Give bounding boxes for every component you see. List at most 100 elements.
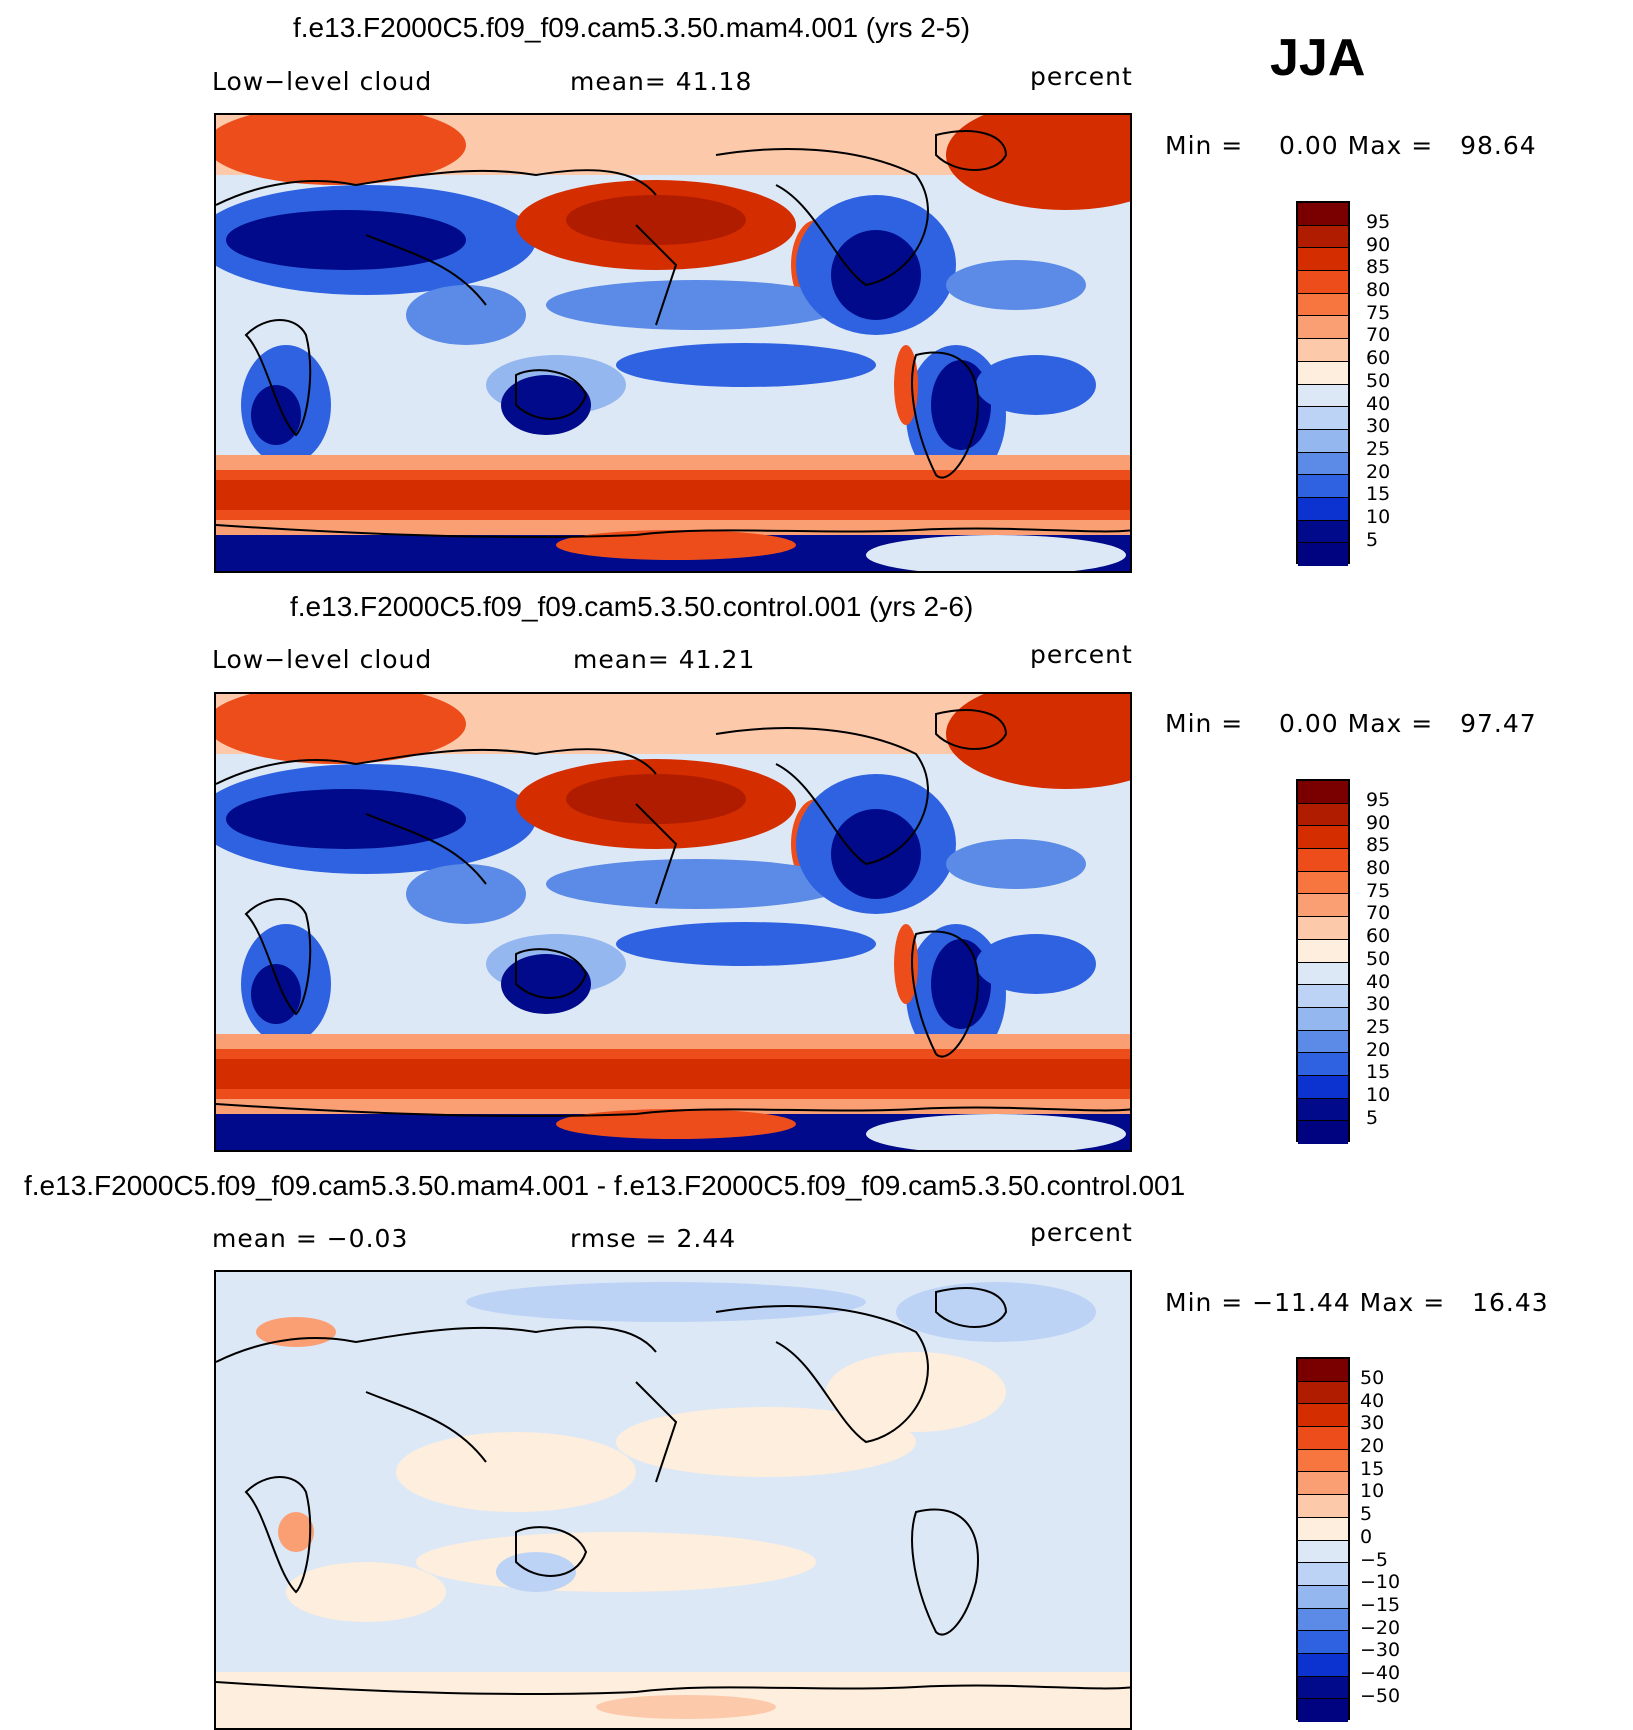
colorbar-level-label: 15: [1360, 1457, 1385, 1480]
colorbar-swatch: [1298, 962, 1348, 986]
colorbar-swatch: [1298, 520, 1348, 544]
colorbar-swatch: [1298, 939, 1348, 963]
colorbar-swatch: [1298, 1404, 1348, 1428]
colorbar-level-label: 95: [1366, 211, 1391, 233]
colorbar-swatch: [1298, 1676, 1348, 1700]
colorbar-level-label: 40: [1366, 970, 1391, 993]
colorbar-swatch: [1298, 894, 1348, 918]
colorbar: [1296, 201, 1350, 566]
min-max-label: Min = 0.00 Max = 97.47: [1165, 709, 1537, 738]
colorbar-level-label: −5: [1360, 1548, 1389, 1571]
colorbar-swatch: [1298, 475, 1348, 498]
colorbar-level-label: 60: [1366, 347, 1391, 370]
rmse-label: rmse = 2.44: [570, 1224, 737, 1253]
colorbar-swatch: [1298, 1427, 1348, 1450]
colorbar-level-label: 20: [1360, 1435, 1385, 1458]
variable-label: Low−level cloud: [212, 67, 433, 96]
panel-title: f.e13.F2000C5.f09_f09.cam5.3.50.mam4.001…: [293, 12, 971, 43]
colorbar-swatch: [1298, 871, 1348, 895]
colorbar-level-label: 5: [1366, 528, 1379, 551]
colorbar-swatch: [1298, 1098, 1348, 1122]
colorbar-level-label: 25: [1366, 437, 1391, 460]
colorbar-level-label: 70: [1366, 902, 1391, 925]
colorbar-swatch: [1298, 1449, 1348, 1473]
colorbar-swatch: [1298, 384, 1348, 408]
colorbar: [1296, 779, 1350, 1144]
colorbar-level-label: 20: [1366, 1038, 1391, 1061]
colorbar-swatch: [1298, 497, 1348, 521]
colorbar-level-label: 60: [1366, 925, 1391, 948]
colorbar-level-label: 15: [1366, 483, 1391, 506]
colorbar-swatch: [1298, 1517, 1348, 1541]
colorbar-level-label: 75: [1366, 301, 1391, 324]
mean-label: mean = −0.03: [212, 1224, 409, 1253]
colorbar-swatch: [1298, 1007, 1348, 1031]
colorbar-swatch: [1298, 1563, 1348, 1586]
colorbar-level-label: 75: [1366, 879, 1391, 902]
colorbar-swatch: [1298, 1030, 1348, 1054]
colorbar-level-label: 10: [1366, 505, 1391, 528]
units-label: percent: [1030, 62, 1133, 91]
colorbar-level-label: −15: [1360, 1593, 1401, 1616]
colorbar-level-label: −30: [1360, 1639, 1401, 1662]
colorbar-swatch: [1298, 361, 1348, 385]
colorbar-swatch: [1298, 339, 1348, 362]
colorbar-level-label: 90: [1366, 233, 1391, 256]
colorbar-swatch: [1298, 803, 1348, 827]
colorbar-swatch: [1298, 826, 1348, 850]
colorbar-swatch: [1298, 225, 1348, 249]
colorbar-level-label: 0: [1360, 1525, 1373, 1548]
colorbar-level-label: 5: [1360, 1503, 1373, 1526]
colorbar-level-label: 70: [1366, 324, 1391, 347]
colorbar-swatch: [1298, 1075, 1348, 1099]
min-max-label: Min = −11.44 Max = 16.43: [1165, 1288, 1549, 1317]
panel-title: f.e13.F2000C5.f09_f09.cam5.3.50.control.…: [290, 591, 974, 622]
colorbar-swatch: [1298, 1121, 1348, 1144]
colorbar-swatch: [1298, 1653, 1348, 1677]
cloud-map: [216, 115, 1130, 571]
colorbar-level-label: 40: [1366, 392, 1391, 415]
units-label: percent: [1030, 1218, 1133, 1247]
colorbar-level-label: 30: [1366, 415, 1391, 438]
colorbar-level-label: 80: [1366, 279, 1391, 302]
colorbar-level-label: 15: [1366, 1061, 1391, 1084]
colorbar-level-label: −10: [1360, 1571, 1401, 1594]
colorbar-level-label: 30: [1366, 993, 1391, 1016]
colorbar-swatch: [1298, 1495, 1348, 1518]
colorbar-swatch: [1298, 781, 1348, 804]
difference-map: [216, 1272, 1130, 1728]
colorbar-level-label: 25: [1366, 1015, 1391, 1038]
colorbar-swatch: [1298, 271, 1348, 294]
colorbar-level-label: 20: [1366, 460, 1391, 483]
colorbar-level-label: 30: [1360, 1412, 1385, 1435]
colorbar-swatch: [1298, 316, 1348, 340]
panel-title: f.e13.F2000C5.f09_f09.cam5.3.50.mam4.001…: [24, 1170, 1186, 1201]
colorbar-swatch: [1298, 1359, 1348, 1382]
colorbar-swatch: [1298, 248, 1348, 272]
colorbar-swatch: [1298, 452, 1348, 476]
colorbar-level-label: 95: [1366, 789, 1391, 811]
season-label: JJA: [1270, 29, 1366, 87]
colorbar: [1296, 1357, 1350, 1722]
colorbar-level-label: 50: [1360, 1367, 1385, 1389]
colorbar-swatch: [1298, 1608, 1348, 1632]
colorbar-swatch: [1298, 849, 1348, 872]
colorbar-level-label: 10: [1366, 1083, 1391, 1106]
colorbar-level-label: 80: [1366, 857, 1391, 880]
colorbar-level-label: 10: [1360, 1480, 1385, 1503]
map-panel: [214, 1270, 1132, 1730]
mean-label: mean= 41.21: [573, 645, 756, 674]
colorbar-level-label: 50: [1366, 369, 1391, 392]
colorbar-swatch: [1298, 293, 1348, 317]
colorbar-level-label: −20: [1360, 1616, 1401, 1639]
colorbar-level-label: 5: [1366, 1106, 1379, 1129]
map-panel: [214, 113, 1132, 573]
colorbar-level-label: 50: [1366, 947, 1391, 970]
colorbar-swatch: [1298, 543, 1348, 566]
colorbar-swatch: [1298, 985, 1348, 1008]
colorbar-swatch: [1298, 1381, 1348, 1405]
units-label: percent: [1030, 640, 1133, 669]
map-panel: [214, 692, 1132, 1152]
colorbar-swatch: [1298, 1053, 1348, 1076]
colorbar-swatch: [1298, 407, 1348, 430]
